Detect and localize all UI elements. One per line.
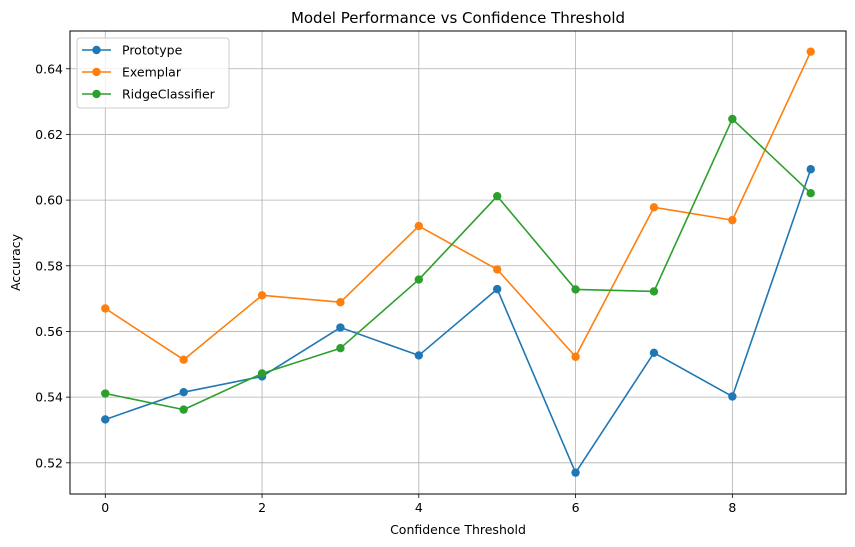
series-line-ridgeclassifier (105, 118, 812, 411)
data-point-prototype (806, 165, 815, 174)
legend: Prototype Exemplar RidgeClassifier (76, 37, 230, 109)
legend-marker-ridgeclassifier (92, 89, 101, 99)
data-point-prototype (101, 415, 110, 424)
data-point-ridgeclassifier (571, 285, 580, 294)
y-tick-label: 0.62 (35, 127, 63, 142)
series-lines (101, 47, 815, 477)
legend-box (76, 37, 230, 109)
data-point-ridgeclassifier (257, 369, 267, 378)
legend-marker-prototype (92, 45, 101, 55)
data-point-prototype (179, 388, 188, 397)
legend-label-ridgeclassifier: RidgeClassifier (122, 87, 216, 102)
data-point-exemplar (414, 221, 424, 231)
data-point-ridgeclassifier (336, 344, 345, 353)
y-tick-label: 0.58 (35, 258, 63, 273)
y-tick-label: 0.54 (35, 390, 63, 405)
legend-marker-exemplar (92, 67, 101, 77)
x-axis-label: Confidence Threshold (390, 522, 526, 537)
data-point-exemplar (728, 215, 737, 225)
data-point-prototype (649, 348, 659, 358)
data-point-ridgeclassifier (649, 287, 659, 296)
legend-label-prototype: Prototype (122, 43, 183, 58)
chart-title: Model Performance vs Confidence Threshol… (291, 9, 625, 27)
grid-lines (70, 31, 846, 494)
data-point-exemplar (257, 291, 267, 300)
series-line-prototype (105, 168, 812, 474)
y-tick-label: 0.52 (35, 455, 63, 470)
axis-ticks: 0 2 4 6 8 0.52 0.54 0.56 0.58 0.60 0.62 0.64 (35, 61, 736, 515)
x-tick-label: 2 (258, 500, 266, 515)
data-point-ridgeclassifier (414, 275, 424, 284)
data-point-prototype (414, 351, 424, 360)
y-tick-label: 0.60 (35, 193, 63, 208)
legend-label-exemplar: Exemplar (122, 65, 182, 80)
data-point-exemplar (649, 203, 659, 212)
y-tick-label: 0.56 (35, 324, 63, 339)
data-point-ridgeclassifier (806, 189, 815, 198)
data-point-exemplar (101, 304, 110, 313)
data-point-ridgeclassifier (101, 389, 110, 398)
series-line-exemplar (104, 51, 812, 361)
data-point-prototype (336, 323, 345, 332)
data-point-ridgeclassifier (492, 191, 502, 201)
y-axis-label: Accuracy (8, 233, 23, 291)
data-point-exemplar (806, 47, 815, 56)
x-tick-label: 8 (728, 500, 736, 515)
x-tick-label: 6 (572, 500, 580, 515)
plot-frame (69, 30, 847, 495)
data-point-ridgeclassifier (179, 405, 188, 414)
data-point-exemplar (179, 355, 188, 364)
data-point-exemplar (492, 265, 502, 274)
data-point-prototype (728, 392, 737, 401)
y-tick-label: 0.64 (35, 61, 63, 76)
data-point-prototype (571, 468, 580, 477)
data-point-exemplar (336, 298, 345, 307)
data-point-ridgeclassifier (728, 114, 737, 124)
data-point-prototype (492, 284, 502, 294)
x-tick-label: 4 (415, 500, 423, 515)
data-point-exemplar (571, 352, 580, 361)
x-tick-label: 0 (101, 500, 109, 515)
